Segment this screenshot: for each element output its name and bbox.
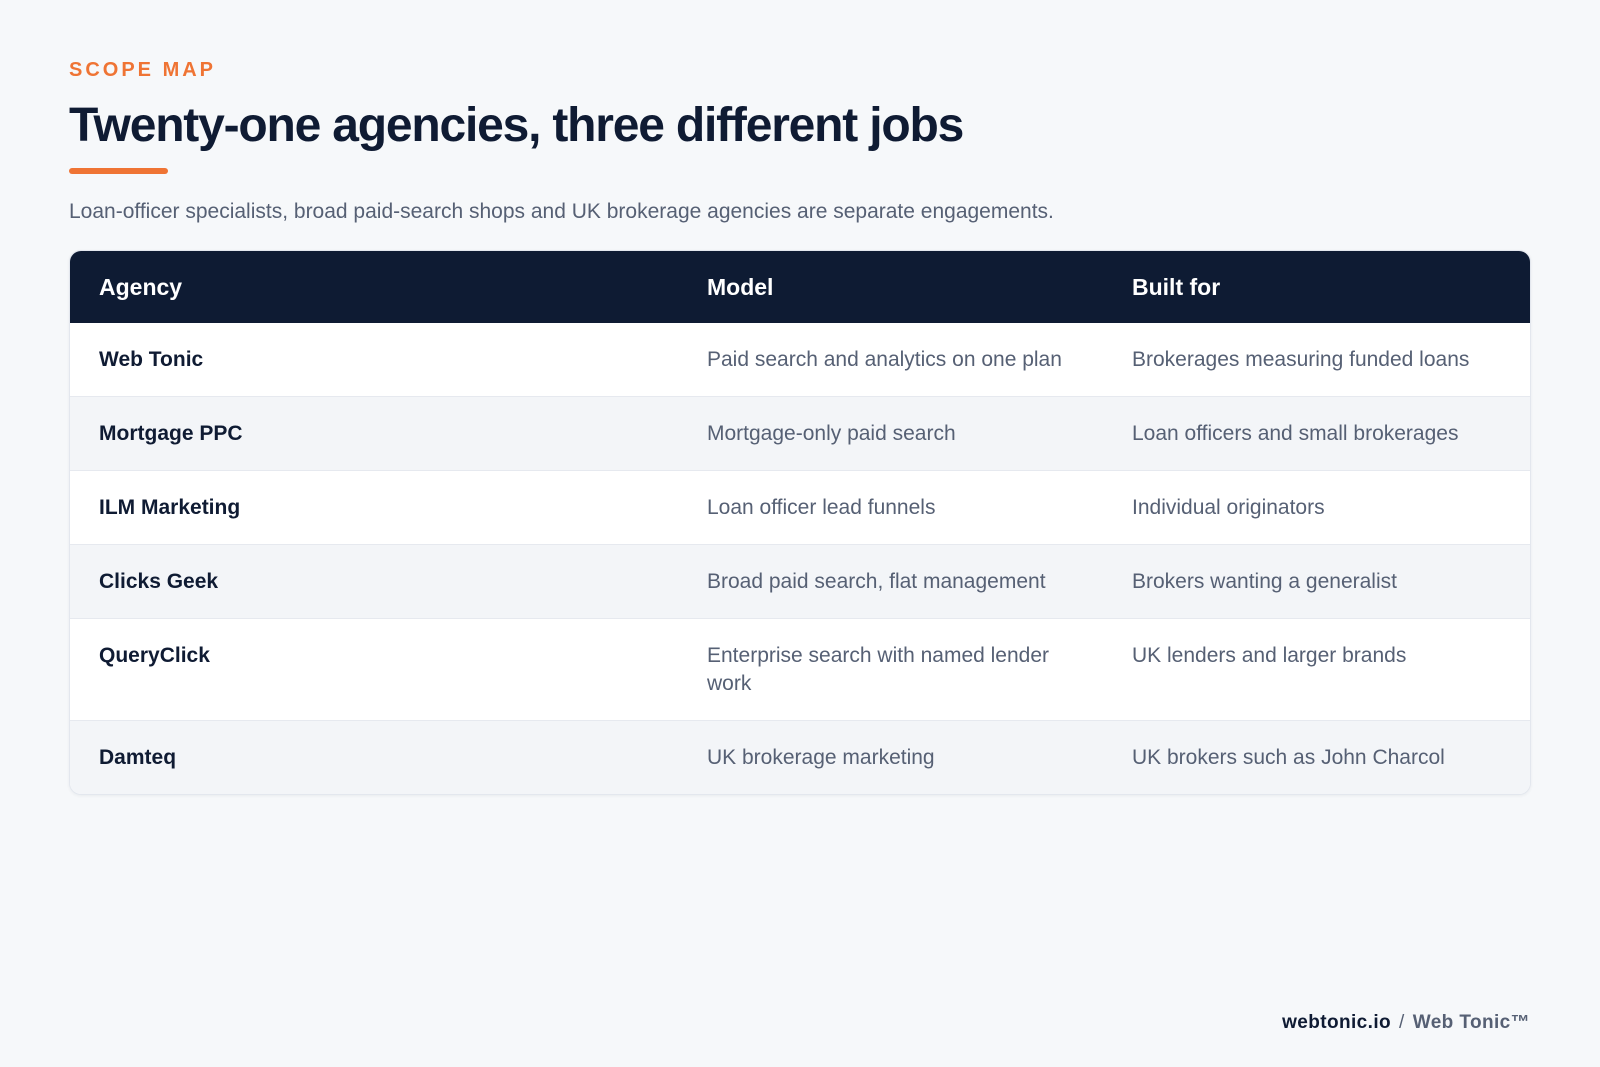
page-content: SCOPE MAP Twenty-one agencies, three dif… [69,58,1531,795]
agency-table: Agency Model Built for Web Tonic Paid se… [70,251,1530,794]
agency-table-card: Agency Model Built for Web Tonic Paid se… [69,250,1531,795]
table-body: Web Tonic Paid search and analytics on o… [70,323,1530,794]
table-row: ILM Marketing Loan officer lead funnels … [70,470,1530,545]
model-cell: UK brokerage marketing [707,746,935,769]
agency-cell: Clicks Geek [99,570,219,593]
table-row: Damteq UK brokerage marketing UK brokers… [70,720,1530,794]
built-for-cell: UK brokers such as John Charcol [1132,746,1445,769]
column-header-built-for: Built for [1132,273,1221,300]
agency-cell: QueryClick [99,644,210,667]
footer-domain: webtonic.io [1282,1012,1392,1033]
built-for-cell: Loan officers and small brokerages [1132,422,1459,445]
built-for-cell: Individual originators [1132,496,1325,519]
footer-credit: webtonic.io / Web Tonic™ [1282,1012,1530,1034]
footer-brand: Web Tonic™ [1412,1012,1530,1033]
built-for-cell: Brokerages measuring funded loans [1132,348,1470,371]
agency-cell: Web Tonic [99,348,204,371]
title-underline [69,168,168,174]
footer-separator: / [1399,1012,1405,1033]
agency-cell: Mortgage PPC [99,422,243,445]
model-cell: Mortgage-only paid search [707,422,956,445]
table-row: QueryClick Enterprise search with named … [70,618,1530,721]
column-header-agency: Agency [99,273,183,300]
table-header: Agency Model Built for [70,251,1530,323]
table-row: Mortgage PPC Mortgage-only paid search L… [70,396,1530,471]
eyebrow-label: SCOPE MAP [69,59,217,81]
agency-cell: ILM Marketing [99,496,241,519]
table-header-row: Agency Model Built for [70,251,1530,323]
built-for-cell: Brokers wanting a generalist [1132,570,1397,593]
table-row: Web Tonic Paid search and analytics on o… [70,323,1530,397]
column-header-model: Model [707,273,774,300]
model-cell: Loan officer lead funnels [707,496,936,519]
model-cell: Paid search and analytics on one plan [707,348,1062,371]
page-title: Twenty-one agencies, three different job… [69,99,964,152]
model-cell: Enterprise search with named lender work [707,644,1050,695]
model-cell: Broad paid search, flat management [707,570,1046,593]
agency-cell: Damteq [99,746,177,769]
page-subtitle: Loan-officer specialists, broad paid-sea… [69,200,1054,223]
built-for-cell: UK lenders and larger brands [1132,644,1407,667]
table-row: Clicks Geek Broad paid search, flat mana… [70,544,1530,619]
